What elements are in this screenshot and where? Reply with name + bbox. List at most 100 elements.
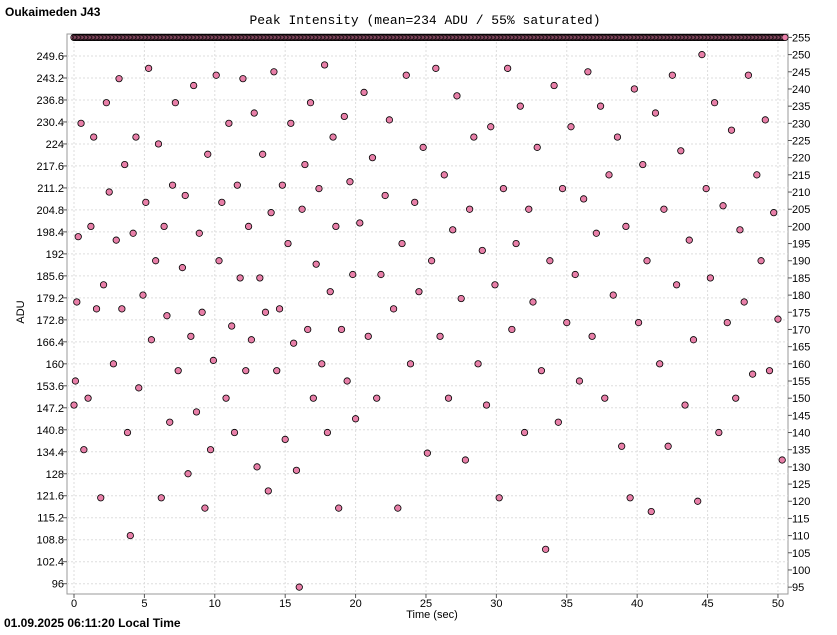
y-tick-label-right: 185 <box>792 273 810 285</box>
data-point <box>580 195 588 203</box>
plot-frame <box>66 33 789 595</box>
data-point <box>356 219 364 227</box>
data-point <box>740 298 748 306</box>
y-tick-label-right: 145 <box>792 410 810 422</box>
data-point <box>440 171 448 179</box>
data-point <box>129 229 137 237</box>
data-point <box>571 270 579 279</box>
data-point <box>474 360 482 368</box>
x-tick-label: 0 <box>71 598 77 610</box>
station-title: Oukaimeden J43 <box>5 5 101 19</box>
y-tick-label-left: 153.6 <box>36 381 64 393</box>
data-point <box>491 281 499 289</box>
data-point <box>643 257 651 265</box>
data-point <box>711 99 719 107</box>
data-point <box>315 185 323 193</box>
y-tick-label-left: 224 <box>46 139 64 151</box>
data-point <box>533 143 541 151</box>
y-tick-label-right: 110 <box>792 531 810 543</box>
y-tick-label-right: 175 <box>792 307 810 319</box>
y-tick-label-left: 147.2 <box>36 403 64 415</box>
y-tick-label-left: 198.4 <box>36 227 64 239</box>
data-point <box>228 322 236 330</box>
data-point <box>267 209 275 217</box>
data-point <box>259 150 267 158</box>
data-point <box>184 470 192 478</box>
data-point <box>487 123 495 131</box>
data-point <box>123 428 132 437</box>
data-point <box>275 305 284 313</box>
data-point <box>461 456 470 464</box>
data-point <box>715 428 723 437</box>
data-point <box>192 408 201 416</box>
data-point <box>206 446 215 454</box>
data-point <box>736 226 744 234</box>
data-point <box>457 294 465 303</box>
data-point <box>626 494 634 502</box>
data-point <box>230 428 239 437</box>
x-tick-label: 50 <box>772 598 784 610</box>
data-point <box>168 181 177 189</box>
data-point <box>115 75 123 83</box>
y-tick-label-left: 172.8 <box>36 315 64 327</box>
data-point <box>453 92 461 100</box>
data-point <box>550 81 558 90</box>
data-point <box>364 332 372 340</box>
y-tick-label-left: 217.6 <box>36 161 64 173</box>
data-point <box>609 291 617 299</box>
data-point <box>295 583 303 591</box>
data-point <box>613 133 622 141</box>
data-point <box>318 360 326 368</box>
data-point <box>190 81 198 90</box>
data-point <box>732 394 740 402</box>
y-tick-label-right: 235 <box>792 101 810 113</box>
y-tick-label-right: 190 <box>792 256 810 268</box>
data-point <box>558 185 567 193</box>
data-point <box>178 264 187 272</box>
axis-ticks: 0 5 10 15 20 25 30 35 40 45 50 96 102.4 108.8 115.2 121… <box>36 32 810 610</box>
data-point <box>126 531 134 540</box>
data-point <box>677 147 685 155</box>
data-point <box>554 418 562 426</box>
data-point <box>92 305 101 313</box>
data-point <box>142 198 150 206</box>
data-point <box>351 415 360 423</box>
data-point <box>102 99 110 107</box>
y-tick-label-right: 95 <box>792 582 804 594</box>
x-tick-label: 40 <box>631 598 643 610</box>
data-point <box>292 466 301 474</box>
data-point <box>329 133 337 141</box>
data-point <box>74 233 82 241</box>
data-point <box>312 260 320 268</box>
y-tick-label-right: 195 <box>792 239 810 251</box>
y-tick-label-left: 121.6 <box>36 491 64 503</box>
y-tick-label-left: 179.2 <box>36 293 64 305</box>
data-point <box>154 140 163 148</box>
data-point <box>323 428 332 437</box>
data-point <box>239 75 247 83</box>
data-point <box>340 112 348 121</box>
data-point <box>204 150 212 158</box>
data-point <box>415 288 423 296</box>
data-point <box>672 281 681 289</box>
data-point <box>495 494 503 502</box>
y-tick-label-left: 192 <box>46 249 64 261</box>
data-point <box>132 133 140 141</box>
data-point <box>647 507 655 516</box>
y-tick-label-right: 210 <box>792 187 810 199</box>
data-point <box>520 428 529 437</box>
data-point <box>201 504 209 512</box>
data-point <box>749 370 757 378</box>
data-point <box>105 188 113 196</box>
data-point <box>73 298 81 306</box>
data-point <box>761 116 769 124</box>
data-point <box>335 504 343 512</box>
local-timestamp: 01.09.2025 06:11:20 Local Time <box>4 616 181 630</box>
y-tick-label-left: 128 <box>46 469 64 481</box>
data-point <box>87 222 95 230</box>
data-point <box>157 494 165 502</box>
data-point <box>706 274 714 282</box>
y-tick-label-right: 130 <box>792 462 810 474</box>
data-point <box>681 401 689 409</box>
data-point <box>273 367 281 375</box>
